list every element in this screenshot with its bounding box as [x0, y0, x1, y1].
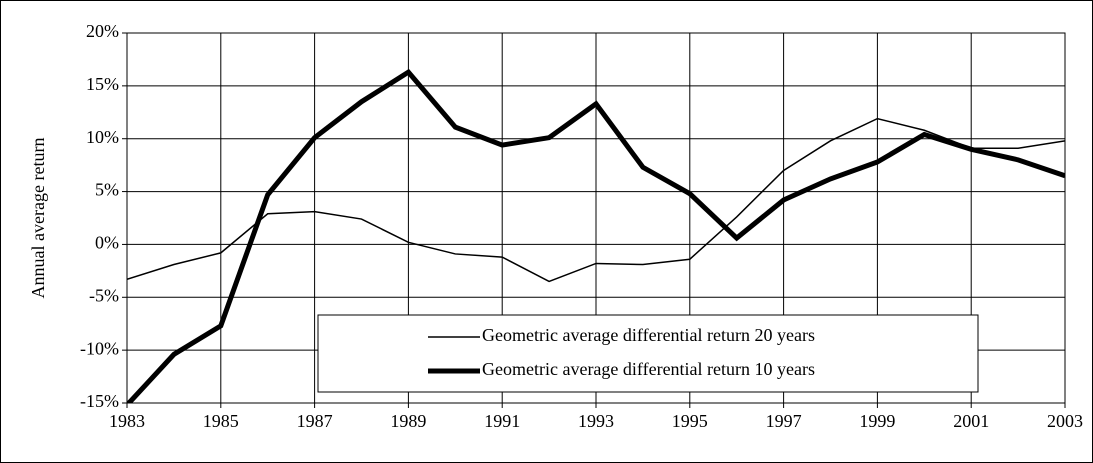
series-line	[127, 117, 1065, 283]
legend-label: Geometric average differential return 10…	[482, 359, 815, 379]
x-tick-label: 1995	[672, 411, 708, 431]
x-tick-label: 1997	[766, 411, 802, 431]
x-tick-label: 1999	[859, 411, 895, 431]
series-line	[127, 68, 1065, 403]
y-tick-label: 5%	[95, 180, 119, 200]
x-tick-label: 1991	[484, 411, 520, 431]
x-tick-label: 1987	[297, 411, 333, 431]
x-tick-label: 2001	[953, 411, 989, 431]
legend-box	[317, 314, 979, 393]
x-tick-label: 1985	[203, 411, 239, 431]
y-tick-label: 15%	[86, 74, 119, 94]
y-tick-label: 20%	[86, 21, 119, 41]
x-tick-label: 1983	[109, 411, 145, 431]
y-tick-label: 0%	[95, 233, 119, 253]
y-tick-label: -10%	[80, 338, 119, 358]
y-axis-label: Annual average return	[28, 138, 48, 299]
y-tick-label: -15%	[80, 391, 119, 411]
y-tick-label: -5%	[89, 285, 119, 305]
x-tick-label: 1989	[390, 411, 426, 431]
x-tick-label: 2003	[1047, 411, 1083, 431]
y-tick-label: 10%	[86, 127, 119, 147]
x-tick-label: 1993	[578, 411, 614, 431]
plot-area	[126, 32, 1066, 404]
legend-label: Geometric average differential return 20…	[482, 325, 815, 345]
